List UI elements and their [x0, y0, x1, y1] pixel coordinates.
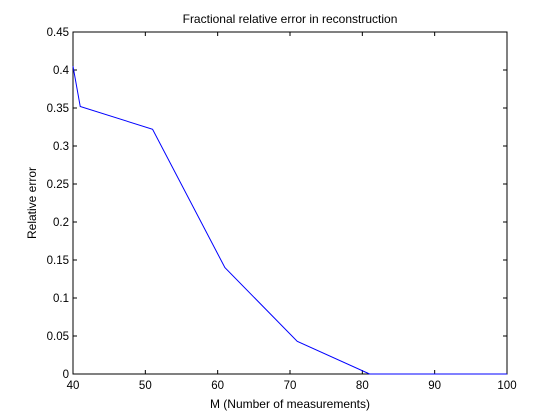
x-tick-label: 40 [67, 380, 80, 392]
y-tick-label: 0.1 [53, 293, 69, 305]
series-line [72, 66, 507, 375]
x-tick-label: 60 [211, 380, 224, 392]
x-tick-label: 80 [356, 380, 369, 392]
y-tick-label: 0.3 [53, 141, 69, 153]
y-tick-label: 0.35 [47, 103, 69, 115]
x-tick-label: 70 [284, 380, 297, 392]
y-tick-label: 0 [63, 369, 69, 381]
x-tick-label: 100 [497, 380, 516, 392]
y-tick-label: 0.15 [47, 255, 69, 267]
x-tick-label: 50 [139, 380, 152, 392]
x-tick-label: 90 [428, 380, 441, 392]
y-tick-label: 0.2 [53, 217, 69, 229]
plot-area [72, 31, 508, 375]
series-layer [72, 66, 507, 375]
x-axis-label: M (Number of measurements) [210, 397, 370, 411]
y-tick-label: 0.4 [53, 65, 70, 77]
ticks-layer: 40 50 60 70 80 90 100 0 0.05 0.1 0.15 0.2 0.25 0.3 0.3… [47, 27, 517, 392]
y-axis-label: Relative error [25, 167, 39, 239]
y-tick-label: 0.05 [47, 331, 69, 343]
chart-title: Fractional relative error in reconstruct… [183, 12, 398, 26]
y-tick-label: 0.45 [47, 27, 69, 39]
y-tick-label: 0.25 [47, 179, 69, 191]
